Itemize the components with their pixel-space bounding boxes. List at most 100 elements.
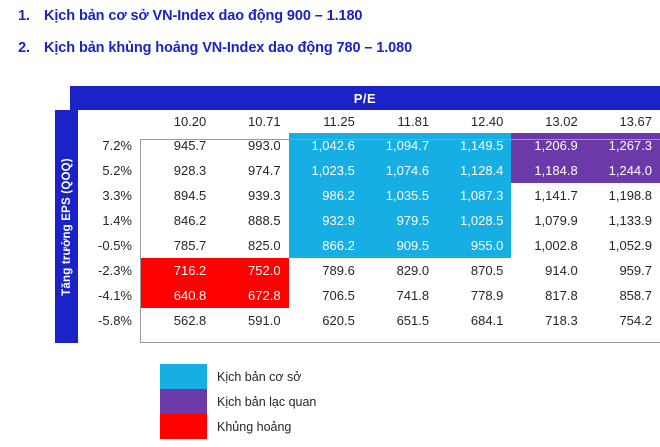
eps-axis-title: Tăng trưởng EPS (QOQ)	[60, 157, 73, 296]
cell-1-6: 1,244.0	[585, 158, 660, 183]
cell-3-4: 1,028.5	[437, 208, 512, 233]
cell-1-1: 974.7	[214, 158, 289, 183]
column-header-2: 11.25	[323, 114, 355, 129]
table-row: 3.3% 894.5 939.3 986.2 1,035.5 1,087.3 1…	[78, 183, 660, 208]
headline-number-1: 1.	[18, 8, 30, 24]
cell-1-0: 928.3	[140, 158, 215, 183]
cell-4-1: 825.0	[214, 233, 289, 258]
cell-3-1: 888.5	[214, 208, 289, 233]
cell-2-4: 1,087.3	[437, 183, 512, 208]
eps-axis-bar: Tăng trưởng EPS (QOQ)	[55, 110, 78, 343]
cell-7-4: 684.1	[437, 308, 512, 333]
row-header-0: 7.2%	[102, 138, 132, 153]
cell-1-4: 1,128.4	[437, 158, 512, 183]
row-header-7: -5.8%	[98, 313, 132, 328]
cell-3-2: 932.9	[288, 208, 363, 233]
table-body: 7.2% 945.7 993.0 1,042.6 1,094.7 1,149.5…	[78, 133, 660, 333]
column-header-0: 10.20	[173, 114, 207, 129]
cell-5-0: 716.2	[140, 258, 215, 283]
cell-6-1: 672.8	[214, 283, 289, 308]
row-header-6: -4.1%	[98, 288, 132, 303]
cell-7-1: 591.0	[214, 308, 289, 333]
row-header-4: -0.5%	[98, 238, 132, 253]
cell-3-6: 1,133.9	[585, 208, 660, 233]
cell-2-1: 939.3	[214, 183, 289, 208]
legend-swatch-optimistic-icon	[160, 389, 207, 414]
cell-4-2: 866.2	[288, 233, 363, 258]
headline-text-1: Kịch bản cơ sở VN-Index dao động 900 – 1…	[44, 8, 363, 24]
cell-0-6: 1,267.3	[585, 133, 660, 158]
cell-7-3: 651.5	[362, 308, 438, 333]
cell-1-3: 1,074.6	[362, 158, 438, 183]
sensitivity-table: 10.20 10.71 11.25 11.81 12.40 13.02 13.6…	[78, 110, 660, 333]
legend-label-optimistic: Kịch bản lạc quan	[217, 394, 317, 409]
legend-label-crisis: Khủng hoảng	[217, 419, 292, 434]
matrix-grid: 10.20 10.71 11.25 11.81 12.40 13.02 13.6…	[78, 110, 660, 343]
legend-item-base: Kịch bản cơ sở	[160, 364, 490, 389]
cell-2-3: 1,035.5	[362, 183, 438, 208]
cell-7-6: 754.2	[585, 308, 660, 333]
table-row: 5.2% 928.3 974.7 1,023.5 1,074.6 1,128.4…	[78, 158, 660, 183]
table-head: 10.20 10.71 11.25 11.81 12.40 13.02 13.6…	[78, 110, 660, 133]
cell-7-0: 562.8	[140, 308, 215, 333]
cell-3-5: 1,079.9	[511, 208, 586, 233]
cell-0-5: 1,206.9	[511, 133, 586, 158]
cell-3-0: 846.2	[140, 208, 215, 233]
table-row: -5.8% 562.8 591.0 620.5 651.5 684.1 718.…	[78, 308, 660, 333]
cell-4-0: 785.7	[140, 233, 215, 258]
cell-1-2: 1,023.5	[288, 158, 363, 183]
column-header-row: 10.20 10.71 11.25 11.81 12.40 13.02 13.6…	[78, 110, 660, 133]
cell-0-3: 1,094.7	[362, 133, 438, 158]
cell-3-3: 979.5	[362, 208, 438, 233]
legend-item-optimistic: Kịch bản lạc quan	[160, 389, 490, 414]
scenario-legend: Kịch bản cơ sở Kịch bản lạc quan Khủng h…	[160, 364, 490, 439]
headline-item-2: 2. Kịch bản khủng hoảng VN-Index dao độn…	[0, 40, 660, 56]
legend-item-crisis: Khủng hoảng	[160, 414, 490, 439]
table-row: -0.5% 785.7 825.0 866.2 909.5 955.0 1,00…	[78, 233, 660, 258]
headline-number-2: 2.	[18, 40, 30, 56]
column-header-6: 13.67	[619, 114, 652, 129]
legend-label-base: Kịch bản cơ sở	[217, 369, 302, 384]
cell-1-5: 1,184.8	[511, 158, 586, 183]
cell-2-0: 894.5	[140, 183, 215, 208]
cell-4-5: 1,002.8	[511, 233, 586, 258]
cell-2-5: 1,141.7	[511, 183, 586, 208]
cell-6-5: 817.8	[511, 283, 586, 308]
sensitivity-matrix: P/E Tăng trưởng EPS (QOQ) 10.20 10.71 11…	[0, 86, 660, 346]
table-row: -4.1% 640.8 672.8 706.5 741.8 778.9 817.…	[78, 283, 660, 308]
cell-0-4: 1,149.5	[437, 133, 512, 158]
row-header-2: 3.3%	[102, 188, 132, 203]
corner-cell	[78, 110, 140, 133]
legend-swatch-crisis-icon	[160, 414, 207, 439]
cell-2-6: 1,198.8	[585, 183, 660, 208]
row-header-5: -2.3%	[98, 263, 132, 278]
cell-5-6: 959.7	[585, 258, 660, 283]
cell-0-1: 993.0	[214, 133, 289, 158]
row-header-1: 5.2%	[102, 163, 132, 178]
cell-6-3: 741.8	[362, 283, 438, 308]
scenario-headline-list: 1. Kịch bản cơ sở VN-Index dao động 900 …	[0, 0, 660, 56]
cell-6-2: 706.5	[288, 283, 363, 308]
table-row: 1.4% 846.2 888.5 932.9 979.5 1,028.5 1,0…	[78, 208, 660, 233]
cell-5-5: 914.0	[511, 258, 586, 283]
cell-5-4: 870.5	[437, 258, 512, 283]
cell-0-0: 945.7	[140, 133, 215, 158]
cell-4-4: 955.0	[437, 233, 512, 258]
cell-6-0: 640.8	[140, 283, 215, 308]
cell-5-2: 789.6	[288, 258, 363, 283]
row-header-3: 1.4%	[102, 213, 132, 228]
cell-5-1: 752.0	[214, 258, 289, 283]
cell-6-6: 858.7	[585, 283, 660, 308]
cell-4-6: 1,052.9	[585, 233, 660, 258]
cell-7-5: 718.3	[511, 308, 586, 333]
column-header-1: 10.71	[248, 114, 281, 129]
table-row: -2.3% 716.2 752.0 789.6 829.0 870.5 914.…	[78, 258, 660, 283]
column-header-5: 13.02	[545, 114, 578, 129]
headline-text-2: Kịch bản khủng hoảng VN-Index dao động 7…	[44, 40, 413, 56]
column-header-4: 12.40	[470, 114, 504, 129]
cell-2-2: 986.2	[288, 183, 363, 208]
cell-5-3: 829.0	[362, 258, 438, 283]
legend-swatch-base-icon	[160, 364, 207, 389]
cell-4-3: 909.5	[362, 233, 438, 258]
cell-6-4: 778.9	[437, 283, 512, 308]
